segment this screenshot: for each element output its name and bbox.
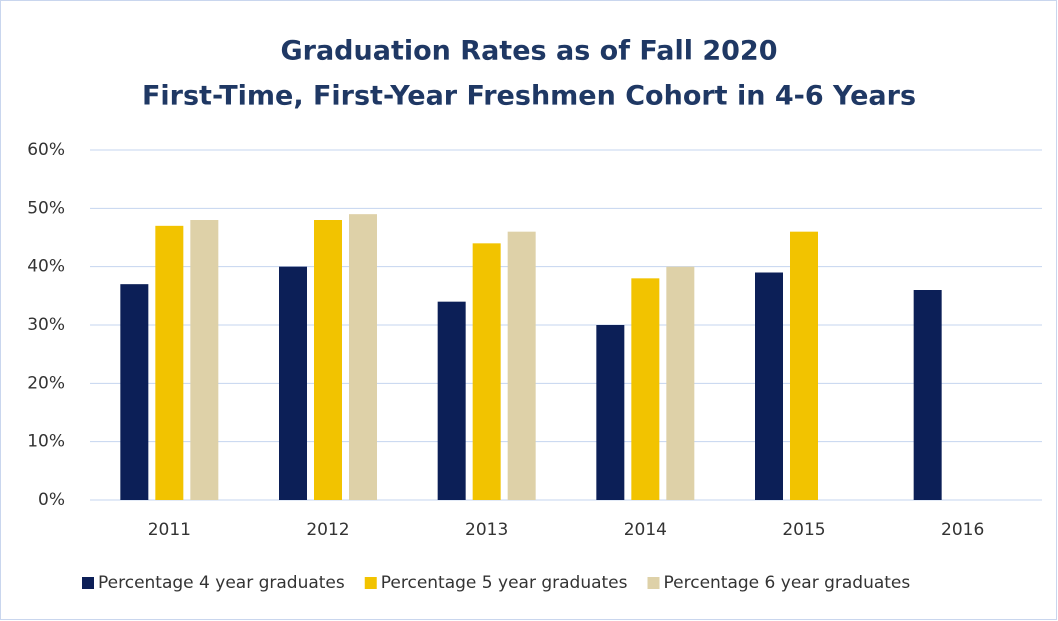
bar bbox=[314, 220, 342, 500]
x-tick-label: 2012 bbox=[306, 520, 349, 540]
bar bbox=[631, 278, 660, 500]
legend-label: Percentage 6 year graduates bbox=[664, 573, 911, 593]
x-tick-label: 2013 bbox=[465, 520, 508, 540]
bar bbox=[437, 301, 466, 500]
legend-label: Percentage 5 year graduates bbox=[381, 573, 628, 593]
y-tick-label: 30% bbox=[27, 315, 65, 335]
bar bbox=[120, 284, 149, 500]
chart-title: Graduation Rates as of Fall 2020 bbox=[280, 36, 777, 67]
legend-swatch bbox=[364, 577, 377, 589]
x-tick-label: 2016 bbox=[941, 520, 984, 540]
y-tick-label: 10% bbox=[27, 432, 65, 452]
y-tick-label: 40% bbox=[27, 257, 65, 277]
bar bbox=[155, 225, 184, 501]
bar bbox=[755, 272, 783, 500]
bar bbox=[790, 231, 818, 500]
x-tick-label: 2011 bbox=[148, 520, 191, 540]
bar bbox=[913, 290, 942, 500]
legend-swatch bbox=[82, 577, 94, 589]
y-tick-label: 20% bbox=[27, 373, 65, 393]
bar bbox=[507, 231, 536, 500]
legend-label: Percentage 4 year graduates bbox=[98, 573, 345, 593]
x-tick-label: 2014 bbox=[624, 520, 667, 540]
bar bbox=[472, 243, 501, 501]
bar bbox=[190, 220, 219, 500]
y-tick-label: 0% bbox=[38, 490, 65, 510]
y-tick-label: 60% bbox=[27, 140, 65, 160]
legend-swatch bbox=[647, 577, 660, 589]
bar bbox=[349, 214, 377, 500]
chart-subtitle: First-Time, First-Year Freshmen Cohort i… bbox=[142, 81, 916, 112]
bar bbox=[279, 266, 307, 500]
bar bbox=[596, 325, 625, 500]
bar bbox=[666, 266, 695, 500]
x-tick-label: 2015 bbox=[782, 520, 825, 540]
y-tick-label: 50% bbox=[27, 198, 65, 218]
